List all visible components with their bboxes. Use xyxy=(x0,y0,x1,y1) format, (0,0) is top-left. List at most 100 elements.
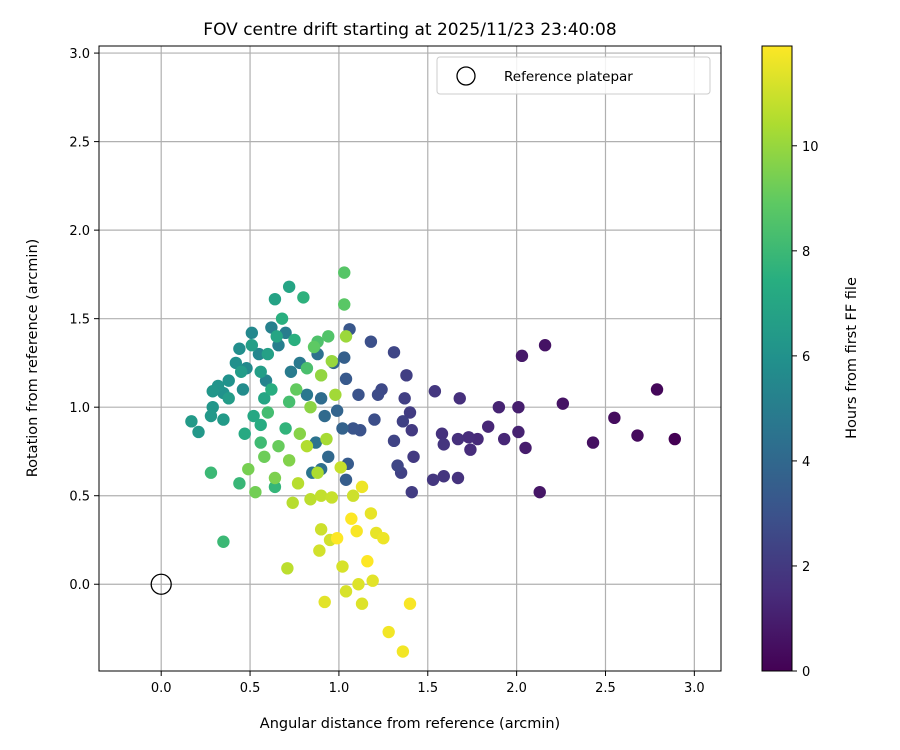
scatter-point xyxy=(497,432,511,446)
scatter-point xyxy=(233,477,246,490)
scatter-point xyxy=(222,392,235,405)
scatter-point xyxy=(322,450,335,463)
scatter-point xyxy=(204,409,218,423)
scatter-point xyxy=(364,335,378,348)
scatter-point xyxy=(631,429,644,442)
scatter-point xyxy=(371,388,385,401)
colorbar-gradient xyxy=(761,45,793,672)
scatter-point xyxy=(282,280,296,293)
legend-reference-marker xyxy=(456,66,476,86)
scatter-point xyxy=(338,351,351,364)
scatter-point xyxy=(352,578,365,591)
scatter-point xyxy=(512,400,525,414)
scatter-point xyxy=(336,422,349,435)
scatter-point xyxy=(556,397,570,410)
scatter-point xyxy=(265,383,278,396)
scatter-point xyxy=(192,425,205,439)
scatter-point xyxy=(268,292,282,306)
chart-title: FOV centre drift starting at 2025/11/23 … xyxy=(203,20,616,40)
scatter-point xyxy=(236,383,250,396)
scatter-point xyxy=(268,471,282,485)
x-tick-label: 1.0 xyxy=(329,681,350,696)
scatter-point xyxy=(233,342,246,355)
grid xyxy=(99,46,721,671)
scatter-point xyxy=(339,473,353,486)
scatter-point xyxy=(338,298,351,311)
scatter-point xyxy=(492,400,506,414)
scatter-point xyxy=(279,422,292,435)
scatter-point xyxy=(185,415,198,428)
scatter-point xyxy=(405,485,418,499)
y-tick-label: 0.5 xyxy=(69,490,90,505)
legend: Reference platepar xyxy=(436,56,711,95)
reference-marker xyxy=(150,573,172,595)
scatter-point xyxy=(300,439,314,453)
scatter-point xyxy=(355,597,369,610)
scatter-point xyxy=(339,330,353,343)
scatter-point xyxy=(437,438,450,451)
scatter-point xyxy=(428,385,442,398)
scatter-point xyxy=(361,555,374,568)
scatter-point xyxy=(247,409,260,423)
colorbar-tick-label: 8 xyxy=(802,245,810,260)
scatter-point xyxy=(314,392,328,405)
scatter-point xyxy=(282,395,296,409)
scatter-point xyxy=(217,413,230,426)
scatter-point xyxy=(453,392,466,405)
scatter-point xyxy=(346,489,360,502)
scatter-point xyxy=(586,436,600,449)
scatter-point xyxy=(334,461,347,474)
scatter-point xyxy=(345,512,358,525)
colorbar: 0 2 4 6 8 10 Hours from first FF file xyxy=(761,45,860,680)
scatter-point xyxy=(329,388,342,401)
y-tick-label: 3.0 xyxy=(69,47,90,62)
scatter-point xyxy=(281,562,294,575)
scatter-point xyxy=(322,330,335,343)
scatter-point xyxy=(407,450,420,463)
scatter-point xyxy=(242,462,255,476)
scatter-point xyxy=(355,480,369,494)
scatter-point xyxy=(668,432,681,446)
scatter-point xyxy=(405,424,418,437)
scatter-point xyxy=(297,291,310,304)
scatter-point xyxy=(481,420,495,433)
scatter-point xyxy=(275,312,289,325)
legend-entry-reference: Reference platepar xyxy=(504,69,633,85)
colorbar-tick-label: 0 xyxy=(802,665,810,680)
y-tick-label: 1.0 xyxy=(69,401,90,416)
scatter-point xyxy=(403,406,417,419)
scatter-point xyxy=(336,560,349,573)
scatter-point xyxy=(284,365,298,378)
colorbar-ticks: 0 2 4 6 8 10 xyxy=(792,140,819,680)
scatter-point xyxy=(304,400,317,414)
scatter-point xyxy=(398,392,411,405)
scatter-point xyxy=(364,507,378,520)
scatter-point xyxy=(538,339,552,352)
colorbar-tick-label: 4 xyxy=(802,455,810,470)
scatter-point xyxy=(291,477,305,490)
colorbar-tick-label: 10 xyxy=(802,140,819,155)
scatter-point xyxy=(270,330,283,343)
scatter-point xyxy=(515,349,529,363)
scatter-point xyxy=(464,443,477,456)
y-axis-ticks: 0.0 0.5 1.0 1.5 2.0 2.5 3.0 xyxy=(69,47,99,593)
scatter-point xyxy=(368,413,381,426)
colorbar-label: Hours from first FF file xyxy=(844,277,860,439)
plot-frame xyxy=(98,45,722,672)
scatter-point xyxy=(330,532,344,545)
scatter-point xyxy=(650,383,664,396)
scatter-point xyxy=(252,347,266,361)
scatter-point xyxy=(300,388,314,401)
scatter-point xyxy=(338,266,351,279)
scatter-point xyxy=(258,450,271,463)
scatter-point xyxy=(391,459,404,472)
scatter-point xyxy=(512,425,525,439)
scatter-point xyxy=(396,415,410,428)
scatter-point xyxy=(451,432,465,446)
x-tick-label: 0.5 xyxy=(240,681,261,696)
scatter-point xyxy=(533,485,546,499)
x-tick-label: 2.0 xyxy=(506,681,527,696)
scatter-point xyxy=(318,595,331,609)
